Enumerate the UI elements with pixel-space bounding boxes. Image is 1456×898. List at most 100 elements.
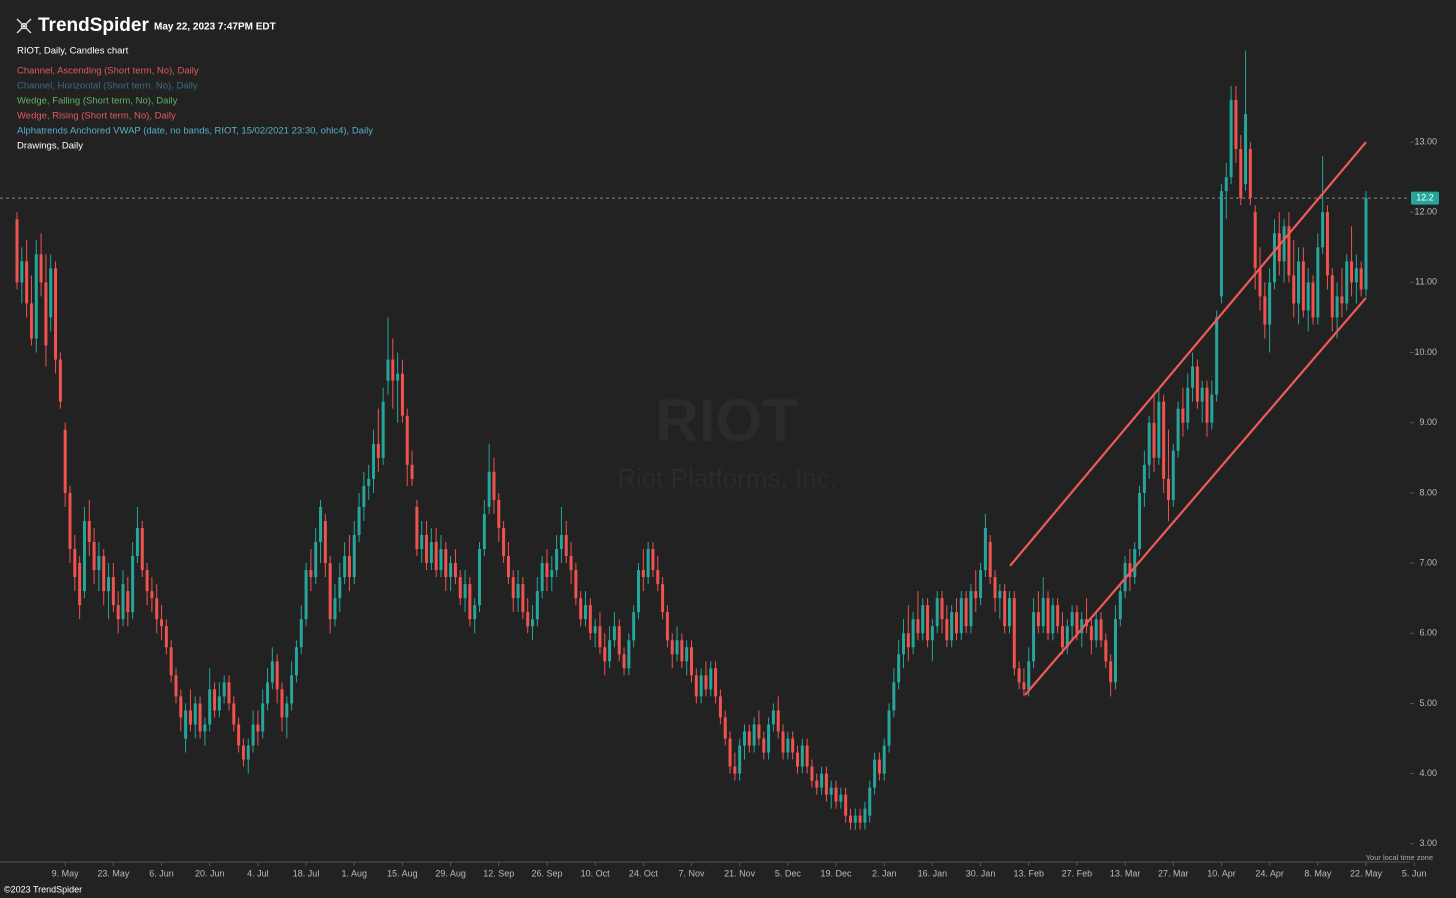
candle-body [848, 815, 852, 823]
x-tick-label: 10. Apr [1207, 868, 1236, 878]
candle-body [511, 577, 515, 599]
candle-body [800, 745, 804, 767]
candle-body [434, 542, 438, 571]
candle-body [285, 703, 289, 718]
candle-body [458, 577, 462, 599]
candle-body [1022, 682, 1026, 690]
candle-body [164, 626, 168, 648]
candle-body [217, 696, 221, 711]
candle-body [367, 478, 371, 486]
legend-entry: Drawings, Daily [17, 141, 83, 152]
candle-body [237, 724, 241, 746]
candle-body [328, 563, 332, 620]
candle-body [945, 619, 949, 641]
candle-body [227, 682, 231, 704]
candle-body [116, 605, 120, 620]
candle-body [1012, 598, 1016, 669]
candle-body [897, 654, 901, 683]
candle-body [959, 598, 963, 634]
candle-body [718, 696, 722, 718]
candle-body [1205, 387, 1209, 423]
candle-body [786, 738, 790, 753]
candle-body [637, 570, 641, 613]
candle-body [439, 549, 443, 571]
candle-body [1118, 591, 1122, 620]
x-tick-label: 24. Apr [1255, 868, 1284, 878]
candle-body [1191, 366, 1195, 388]
legend-entry: RIOT, Daily, Candles chart [17, 46, 129, 57]
candle-body [420, 534, 424, 550]
candle-body [160, 619, 164, 627]
timestamp: May 22, 2023 7:47PM EDT [154, 22, 276, 33]
candle-body [1354, 268, 1358, 283]
candle-body [767, 724, 771, 753]
candle-body [1335, 296, 1339, 318]
candle-body [680, 640, 684, 662]
candle-body [1258, 268, 1262, 297]
candle-body [372, 443, 376, 479]
candle-body [174, 675, 178, 697]
candle-body [155, 598, 159, 620]
candle-body [309, 570, 313, 578]
candle-body [1272, 233, 1276, 283]
candle-body [675, 640, 679, 655]
x-tick-label: 9. May [52, 868, 80, 878]
candle-body [926, 605, 930, 641]
candle-body [333, 598, 337, 620]
candle-body [261, 703, 265, 732]
candle-body [1113, 619, 1117, 683]
candle-body [1301, 261, 1305, 311]
candle-body [608, 640, 612, 662]
x-tick-label: 13. Feb [1013, 868, 1044, 878]
candle-body [20, 261, 24, 283]
candle-body [882, 745, 886, 774]
x-tick-label: 5. Jun [1402, 868, 1427, 878]
candle-body [15, 219, 19, 283]
candle-body [1248, 149, 1252, 199]
candle-body [1027, 661, 1031, 690]
candle-body [810, 766, 814, 781]
candle-body [632, 612, 636, 641]
candle-body [815, 780, 819, 788]
candle-body [376, 443, 380, 458]
candle-body [641, 570, 645, 578]
candle-body [588, 605, 592, 634]
candle-body [256, 724, 260, 732]
candle-body [145, 570, 149, 592]
candle-body [294, 647, 298, 676]
x-tick-label: 8. May [1304, 868, 1332, 878]
candle-body [1292, 275, 1296, 304]
legend-entry: Alphatrends Anchored VWAP (date, no band… [17, 126, 373, 137]
x-tick-label: 27. Feb [1062, 868, 1093, 878]
candle-body [208, 689, 212, 725]
candle-body [1340, 296, 1344, 304]
y-tick-label: 13.00 [1414, 136, 1437, 146]
candle-body [569, 556, 573, 571]
candle-body [241, 745, 245, 760]
candle-body [1157, 401, 1161, 458]
candle-body [752, 724, 756, 746]
candle-body [617, 626, 621, 655]
candle-body [246, 745, 250, 760]
candle-body [1345, 261, 1349, 304]
candle-body [1070, 612, 1074, 627]
candle-body [396, 373, 400, 381]
candle-body [1263, 296, 1267, 325]
candle-body [704, 675, 708, 690]
x-tick-label: 20. Jun [195, 868, 225, 878]
candle-body [1128, 563, 1132, 578]
candle-body [444, 549, 448, 578]
candle-body [1325, 212, 1329, 276]
candle-body [1224, 177, 1228, 192]
candle-body [1166, 478, 1170, 500]
candle-body [58, 359, 62, 402]
candle-body [694, 675, 698, 697]
candle-body [34, 254, 38, 339]
candle-body [1080, 619, 1084, 634]
candle-body [901, 633, 905, 655]
candle-body [179, 696, 183, 718]
candle-body [584, 605, 588, 620]
candle-body [1147, 422, 1151, 465]
x-tick-label: 27. Mar [1158, 868, 1189, 878]
